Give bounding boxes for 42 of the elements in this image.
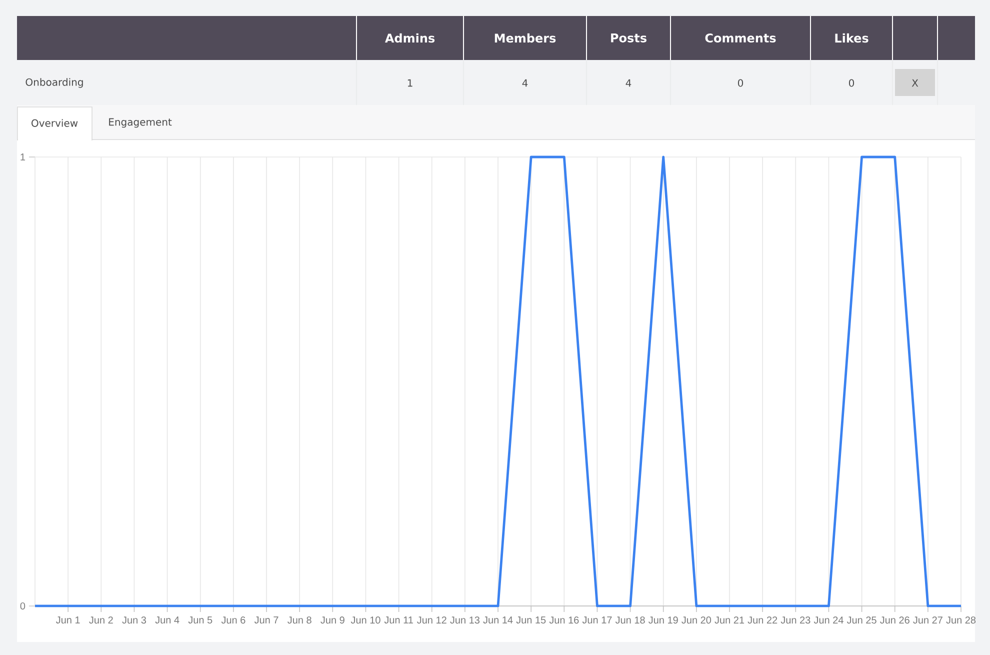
x-tick-label: Jun 25 xyxy=(846,616,876,624)
x-tick-label: Jun 24 xyxy=(814,616,844,624)
data-label: 4 xyxy=(626,79,632,87)
x-tick-label: Jun 8 xyxy=(288,616,312,624)
data-label: 4 xyxy=(522,79,528,87)
x-tick-label: Jun 20 xyxy=(682,616,712,624)
x-tick-label: Jun 26 xyxy=(880,616,910,624)
x-tick-label: Jun 18 xyxy=(615,616,645,624)
data-label: 0 xyxy=(848,79,854,87)
x-tick-label: Jun 22 xyxy=(748,616,778,624)
text: Engagement xyxy=(109,118,172,128)
text: X xyxy=(912,79,918,87)
category-label: Members xyxy=(494,33,556,43)
x-tick-label: Jun 2 xyxy=(89,616,113,624)
x-tick-label: Jun 4 xyxy=(155,616,180,624)
x-tick-label: Jun 15 xyxy=(516,616,546,624)
data-label: 0 xyxy=(738,79,744,87)
data-label: 1 xyxy=(408,79,412,87)
category-label: Comments xyxy=(705,33,776,43)
x-tick-label: Jun 11 xyxy=(384,616,413,624)
x-tick-label: Jun 13 xyxy=(450,616,480,624)
x-tick-label: Jun 6 xyxy=(221,616,246,624)
x-tick-label: Jun 16 xyxy=(549,616,579,624)
x-tick-label: Jun 3 xyxy=(122,616,146,624)
x-tick-label: Jun 12 xyxy=(417,616,446,624)
category-label: Admins xyxy=(384,33,435,43)
x-tick-label: Jun 5 xyxy=(188,616,212,624)
text: Onboarding xyxy=(26,78,83,88)
x-tick-label: Jun 17 xyxy=(582,616,612,624)
x-tick-label: Jun 28 xyxy=(946,616,976,624)
x-tick-label: Jun 19 xyxy=(648,616,678,624)
category-label: Posts xyxy=(611,34,646,42)
text: Overview xyxy=(32,119,78,127)
x-tick-label: Jun 23 xyxy=(780,616,810,624)
x-tick-label: Jun 27 xyxy=(913,616,942,624)
x-tick-label: Jun 14 xyxy=(483,616,513,624)
x-tick-label: Jun 9 xyxy=(320,616,344,624)
category-label: Likes xyxy=(835,33,868,43)
x-tick-label: Jun 10 xyxy=(350,616,380,624)
x-tick-label: Jun 21 xyxy=(714,616,744,624)
x-tick-label: Jun 1 xyxy=(56,616,80,624)
x-tick-label: Jun 7 xyxy=(254,616,278,624)
